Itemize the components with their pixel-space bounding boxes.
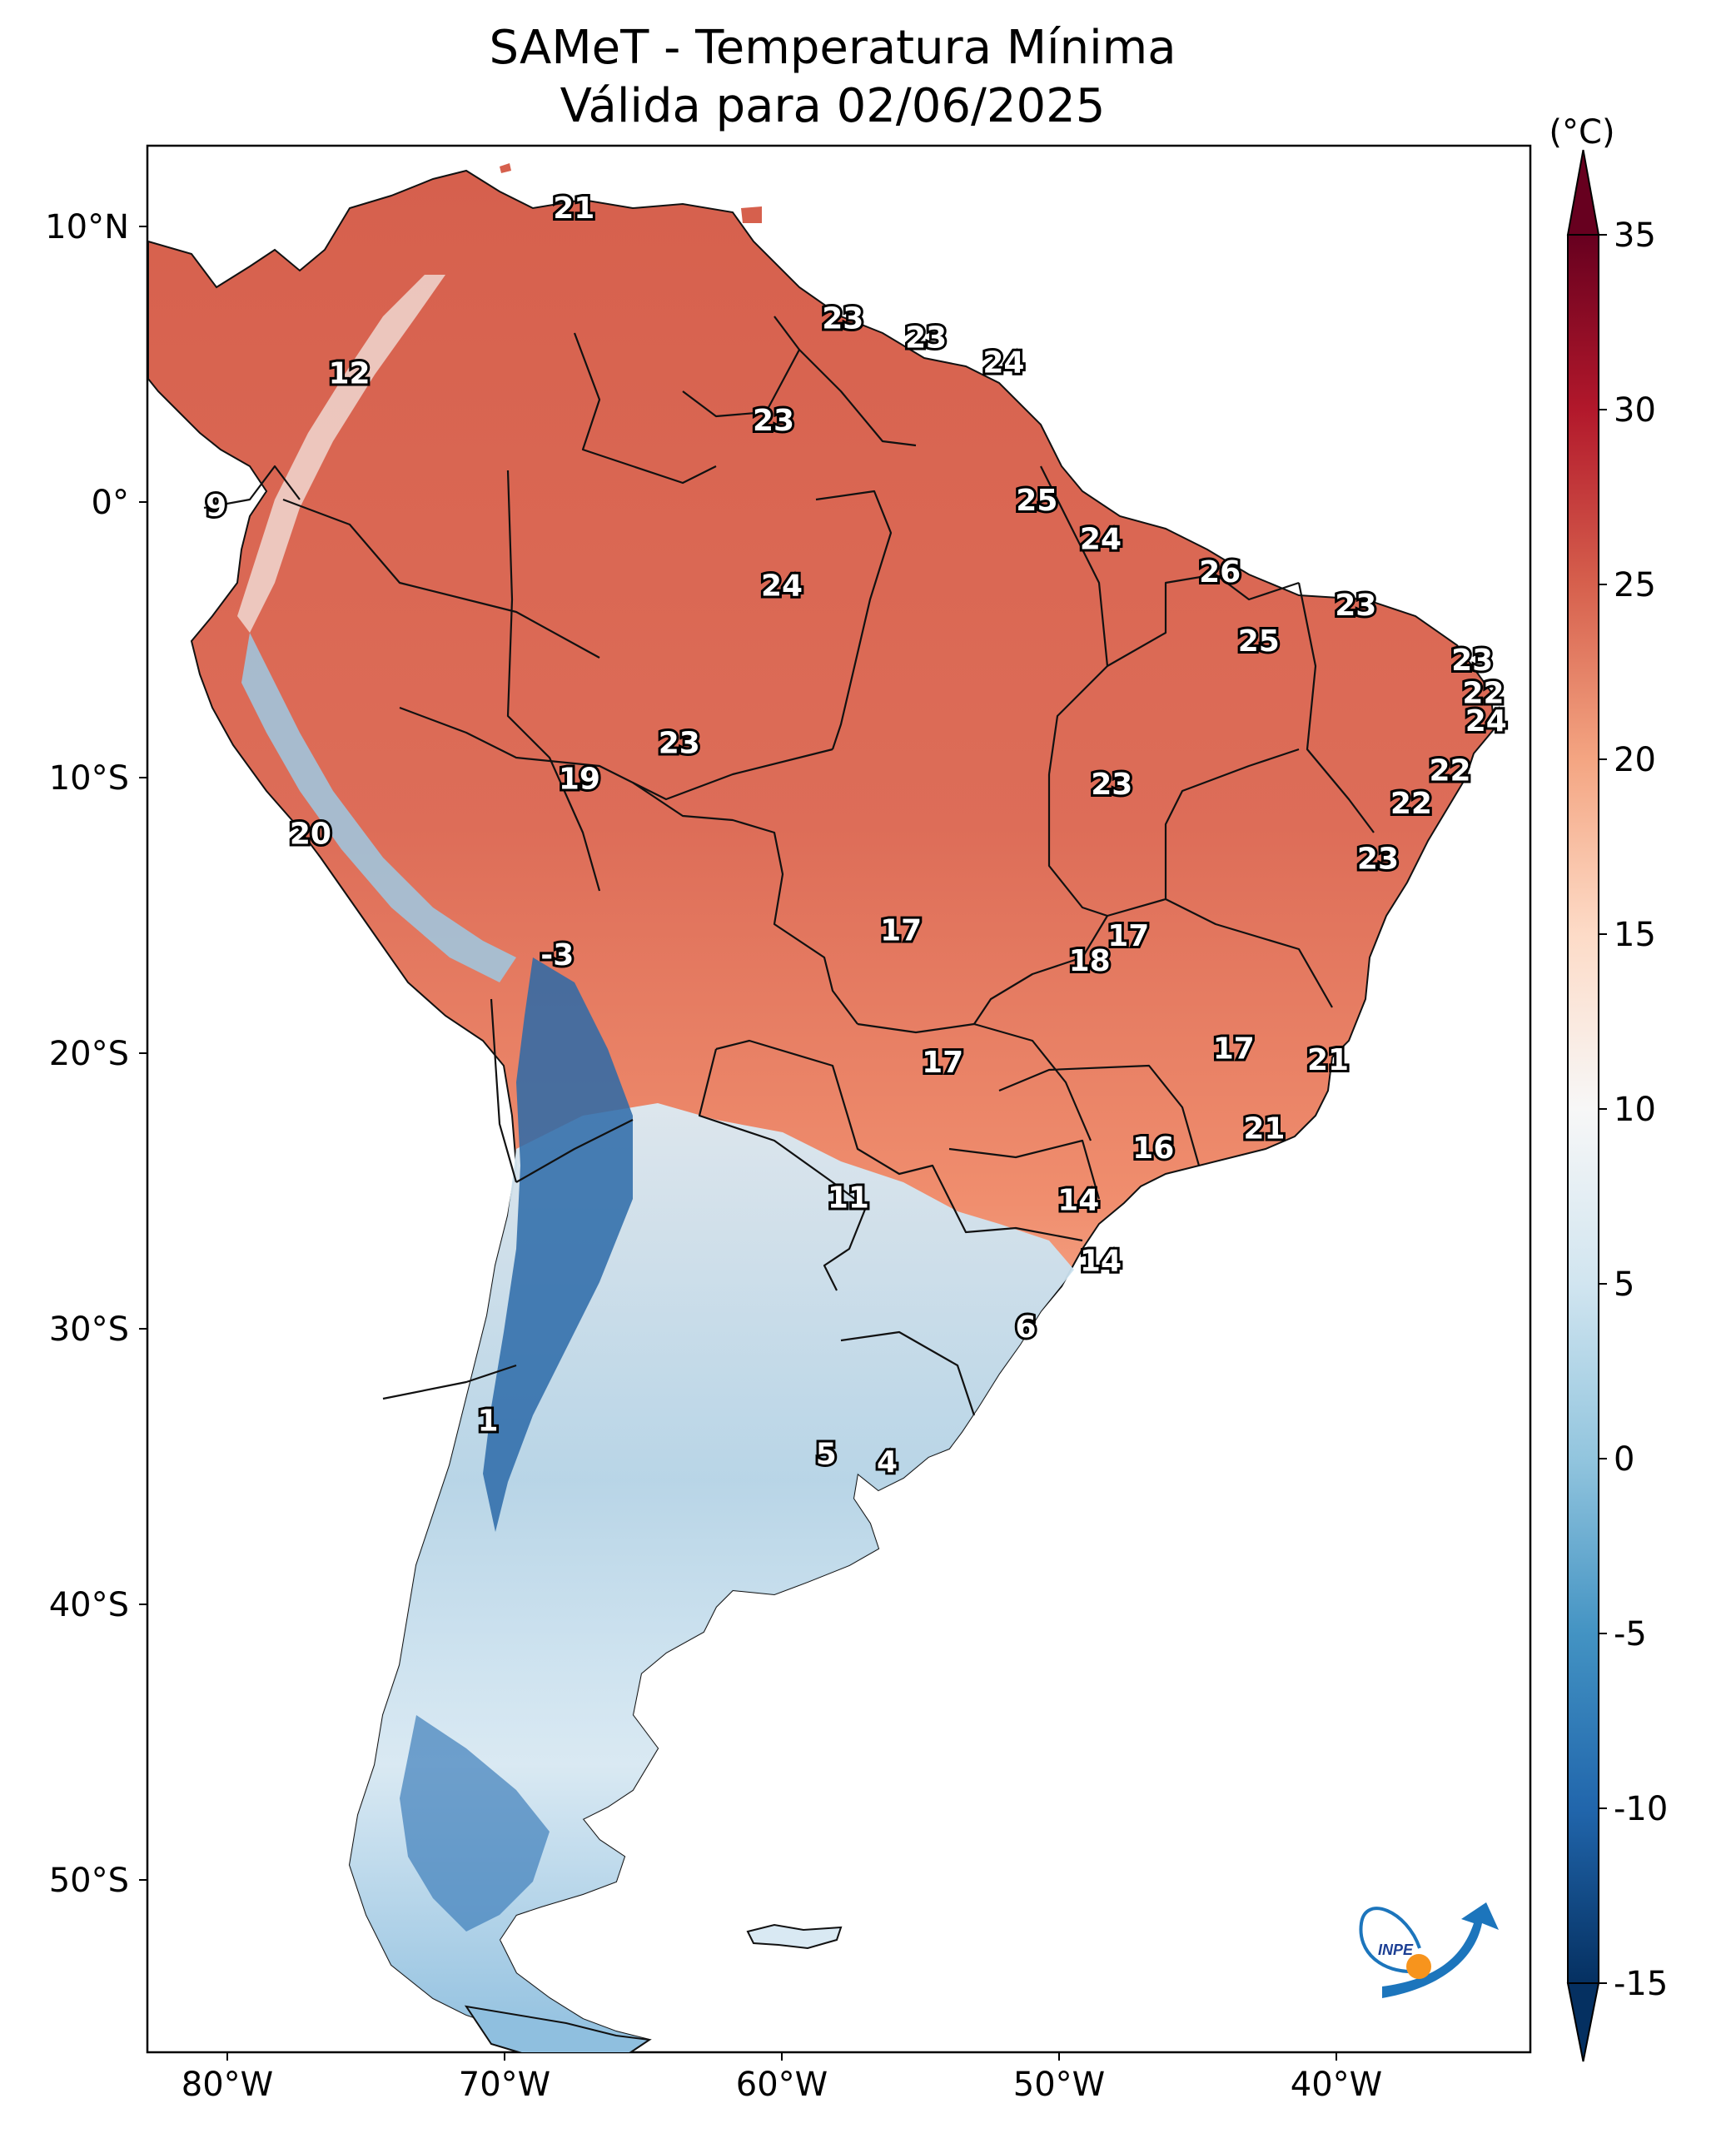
station-value-label: 14 xyxy=(1057,1184,1099,1218)
station-value-label: 23 xyxy=(1335,589,1376,623)
colorbar-tick-label: 25 xyxy=(1614,566,1656,604)
station-value-label: 17 xyxy=(880,913,922,947)
station-value-label: 24 xyxy=(761,569,803,604)
colorbar: (°C) 35 30 25 20 15 10 5 0 -5 -10 -15 xyxy=(1549,113,1668,2062)
colorbar-tick-label: 30 xyxy=(1614,391,1656,430)
latitude-tick-label: 20°S xyxy=(49,1035,129,1073)
peru-coast-cool-band xyxy=(241,633,516,982)
station-value-label: 24 xyxy=(1080,522,1122,556)
colorbar-tick-label: 20 xyxy=(1614,741,1656,779)
station-value-label: 22 xyxy=(1429,753,1470,788)
andes-cold-band xyxy=(483,957,633,1532)
latitude-tick-label: 30°S xyxy=(49,1310,129,1349)
latitude-tick-label: 40°S xyxy=(49,1586,129,1624)
colorbar-extend-top xyxy=(1566,149,1600,236)
patagonia-ice xyxy=(400,1715,550,1932)
latitude-tick-label: 0° xyxy=(92,484,129,522)
station-value-label: 1 xyxy=(477,1405,498,1439)
inpe-logo-swoosh xyxy=(1382,1902,1499,1998)
station-value-label: 21 xyxy=(553,191,594,226)
station-value-label: 4 xyxy=(877,1445,898,1479)
station-value-label: 23 xyxy=(1357,842,1399,876)
station-value-label: 20 xyxy=(290,818,331,852)
longitude-tick-label: 40°W xyxy=(1291,2066,1382,2104)
falkland-islands xyxy=(746,1923,843,1950)
station-value-label: 11 xyxy=(828,1181,869,1215)
colorbar-tick-label: 5 xyxy=(1614,1265,1634,1304)
station-value-label: 26 xyxy=(1199,555,1241,589)
colorbar-ticks: 35 30 25 20 15 10 5 0 -5 -10 -15 xyxy=(1599,216,1668,2003)
station-value-label: -3 xyxy=(540,938,574,972)
colorbar-unit: (°C) xyxy=(1549,113,1614,152)
station-value-label: 23 xyxy=(822,302,863,336)
station-value-label: 22 xyxy=(1462,677,1504,711)
station-value-label: 23 xyxy=(905,321,947,356)
colorbar-tick-label: -5 xyxy=(1614,1615,1647,1653)
longitude-axis: 80°W 70°W 60°W 50°W 40°W xyxy=(182,2052,1382,2104)
station-value-label: 21 xyxy=(1307,1043,1349,1077)
longitude-tick-label: 70°W xyxy=(459,2066,550,2104)
station-value-label: 24 xyxy=(982,346,1024,380)
latitude-tick-label: 10°N xyxy=(45,208,129,246)
station-value-label: 9 xyxy=(206,490,226,524)
latitude-tick-label: 50°S xyxy=(49,1862,129,1900)
latitude-axis: 10°N 0° 10°S 20°S 30°S 40°S 50°S xyxy=(45,208,147,1900)
station-value-label: 5 xyxy=(816,1437,837,1471)
station-value-label: 6 xyxy=(1016,1310,1037,1345)
political-borders xyxy=(203,316,1375,1416)
station-value-label: 14 xyxy=(1080,1245,1122,1279)
andes-north-band xyxy=(237,275,445,633)
colorbar-tick-label: 15 xyxy=(1614,916,1656,954)
station-value-label: 24 xyxy=(1465,704,1507,738)
longitude-tick-label: 50°W xyxy=(1013,2066,1105,2104)
station-value-label: 18 xyxy=(1069,944,1111,978)
colorbar-bar xyxy=(1567,234,1599,1984)
inpe-logo-sun xyxy=(1406,1954,1431,1979)
map-subtitle: Válida para 02/06/2025 xyxy=(560,79,1106,133)
colorbar-tick-label: 35 xyxy=(1614,216,1656,255)
colorbar-tick-label: -15 xyxy=(1614,1965,1668,2003)
tierra-del-fuego xyxy=(464,2005,652,2052)
inpe-logo-arc xyxy=(1359,1907,1421,1974)
station-value-label: 19 xyxy=(559,762,600,796)
latitude-tick-label: 10°S xyxy=(49,759,129,798)
longitude-tick-label: 60°W xyxy=(736,2066,828,2104)
station-value-label: 25 xyxy=(1016,484,1057,518)
station-value-label: 23 xyxy=(1091,768,1132,802)
inpe-logo: INPE xyxy=(1359,1902,1499,1998)
map-area xyxy=(147,163,1496,2052)
longitude-tick-label: 80°W xyxy=(182,2066,273,2104)
inpe-logo-text: INPE xyxy=(1378,1942,1414,1958)
station-value-label: 12 xyxy=(328,357,370,391)
station-value-label: 17 xyxy=(1213,1032,1255,1067)
colorbar-tick-label: 10 xyxy=(1614,1091,1656,1129)
station-value-label: 21 xyxy=(1243,1112,1285,1146)
station-value-label: 16 xyxy=(1132,1131,1174,1166)
station-value-label: 23 xyxy=(753,404,794,438)
station-value-label: 17 xyxy=(1107,919,1149,953)
station-value-label: 17 xyxy=(922,1046,963,1080)
colorbar-tick-label: -10 xyxy=(1614,1790,1668,1828)
map-title: SAMeT - Temperatura Mínima xyxy=(489,21,1176,75)
station-value-label: 25 xyxy=(1238,624,1280,659)
station-value-label: 23 xyxy=(659,726,700,760)
station-value-label: 22 xyxy=(1390,787,1432,821)
colorbar-extend-bottom xyxy=(1566,1982,1600,2062)
colorbar-tick-label: 0 xyxy=(1614,1440,1634,1479)
station-value-label: 23 xyxy=(1451,644,1493,678)
